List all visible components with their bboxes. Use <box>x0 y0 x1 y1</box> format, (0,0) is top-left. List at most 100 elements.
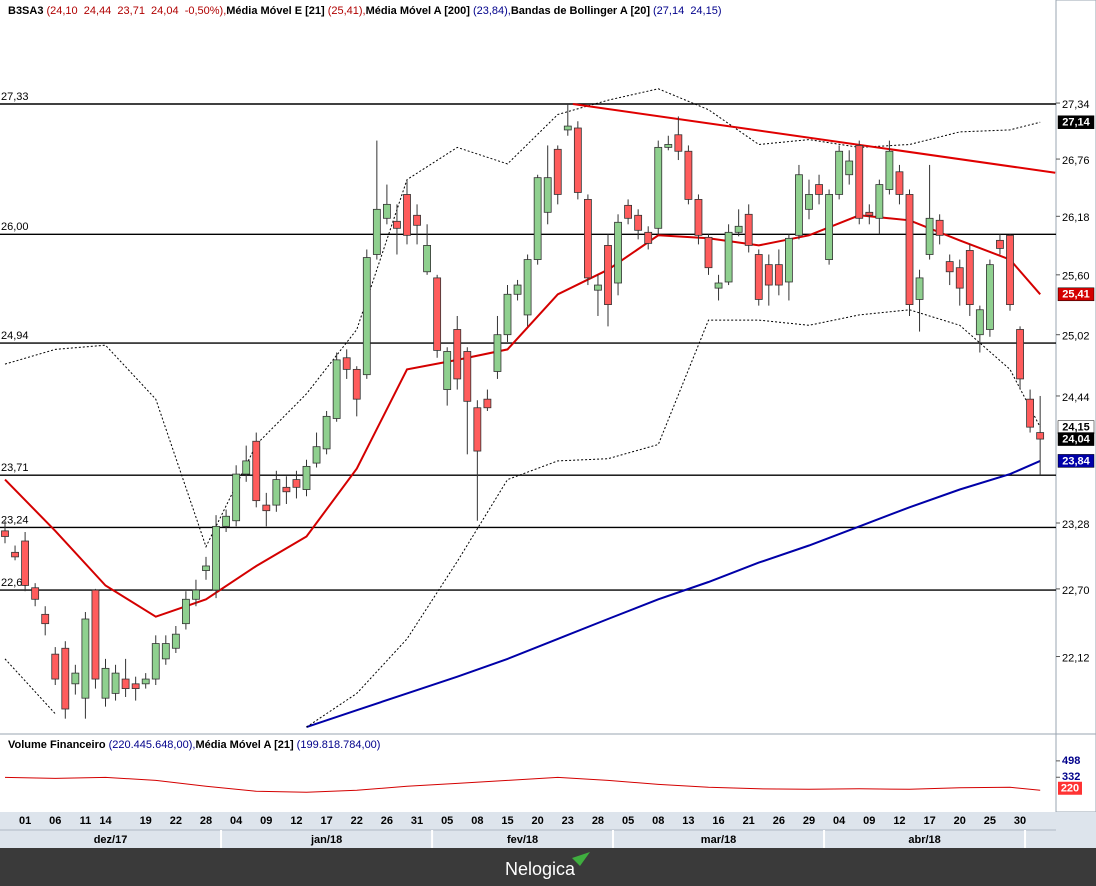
candle-body <box>785 237 793 283</box>
x-tick-label: 29 <box>803 815 815 827</box>
x-tick-label: 23 <box>562 815 574 827</box>
candle-body <box>453 329 462 380</box>
candle-body <box>11 551 19 558</box>
candle-body <box>413 214 421 226</box>
x-tick-label: 17 <box>923 815 935 827</box>
footer-bar <box>0 848 1096 886</box>
level-label: 27,33 <box>1 91 29 103</box>
candle-body <box>1 530 9 537</box>
candle-body <box>272 479 281 506</box>
price-axis-panel <box>1055 0 1096 813</box>
candle-body <box>503 293 512 336</box>
candle-body <box>121 678 130 690</box>
x-tick-label: 08 <box>652 815 664 827</box>
candle-body <box>774 264 783 286</box>
candle-body <box>513 284 522 295</box>
candle-body <box>965 250 974 305</box>
candle-body <box>242 460 251 475</box>
candle-body <box>382 203 391 219</box>
candle-body <box>1006 234 1014 305</box>
volume-header: Volume Financeiro (220.445.648,00),Média … <box>8 739 380 751</box>
y-tick-label: 27,34 <box>1062 99 1090 111</box>
x-tick-label: 25 <box>984 815 996 827</box>
candle-body <box>31 587 40 600</box>
candle-body <box>996 239 1004 249</box>
candle-body <box>302 465 311 490</box>
candle-body <box>433 277 442 351</box>
candle-body <box>393 220 401 229</box>
legend-value: (220.445.648,00), <box>109 739 196 751</box>
candle-body <box>654 146 663 229</box>
month-label: abr/18 <box>908 834 940 846</box>
candle-body <box>744 213 753 246</box>
candle-body <box>875 184 884 219</box>
candle-body <box>141 678 150 685</box>
legend-value: (25,41), <box>328 5 366 17</box>
candle-body <box>212 525 220 591</box>
y-tick-label: 22,70 <box>1062 585 1090 597</box>
candle-body <box>945 261 954 273</box>
level-label: 26,00 <box>1 221 29 233</box>
candle-body <box>684 150 693 200</box>
x-tick-label: 13 <box>682 815 694 827</box>
x-tick-label: 28 <box>200 815 212 827</box>
candle-body <box>352 368 361 400</box>
candle-body <box>594 284 602 291</box>
price-tag-label: 24,04 <box>1062 433 1090 445</box>
price-tag-label: 23,84 <box>1062 455 1090 467</box>
y-tick-label: 22,12 <box>1062 652 1090 664</box>
month-label: fev/18 <box>507 834 538 846</box>
candle-body <box>161 643 170 660</box>
price-tag-label: 25,41 <box>1062 289 1090 301</box>
candle-body <box>714 282 723 289</box>
legend-value: (199.818.784,00) <box>297 739 381 751</box>
background <box>0 0 1096 848</box>
x-tick-label: 19 <box>140 815 152 827</box>
x-tick-label: 16 <box>712 815 724 827</box>
x-tick-label: 05 <box>622 815 634 827</box>
bollinger-band <box>4 309 1041 728</box>
candle-body <box>262 504 271 512</box>
candle-body <box>362 257 371 376</box>
x-tick-label: 15 <box>501 815 513 827</box>
candle-body <box>935 219 944 236</box>
candle-body <box>644 231 653 244</box>
candle-body <box>694 198 703 236</box>
legend-value: (27,14 24,15) <box>653 5 722 17</box>
candle-body <box>192 589 200 600</box>
candle-body <box>51 653 60 680</box>
candle-body <box>332 359 341 419</box>
x-tick-label: 06 <box>49 815 61 827</box>
level-label: 23,71 <box>1 462 29 474</box>
candle-body <box>222 515 231 527</box>
candle-body <box>81 618 90 699</box>
candle-body <box>905 194 914 305</box>
x-tick-label: 22 <box>351 815 363 827</box>
price-tag <box>1057 454 1095 468</box>
x-tick-label: 20 <box>954 815 966 827</box>
candle-body <box>282 486 291 493</box>
x-tick-label: 04 <box>230 815 243 827</box>
x-tick-label: 22 <box>170 815 182 827</box>
candle-body <box>372 208 381 255</box>
price-tag <box>1057 115 1095 129</box>
candle-body <box>614 221 622 284</box>
candle-body <box>533 177 542 260</box>
x-tick-label: 11 <box>80 815 92 827</box>
volume-tag <box>1058 781 1082 795</box>
candle-body <box>41 613 50 625</box>
x-tick-label: 04 <box>833 815 846 827</box>
y-tick-label: 26,76 <box>1062 155 1090 167</box>
y-tick-label: 24,44 <box>1062 392 1090 404</box>
candle-body <box>101 667 110 699</box>
x-tick-label: 12 <box>290 815 302 827</box>
candle-body <box>493 334 502 372</box>
brand-name: Nelogica <box>505 859 576 879</box>
x-tick-label: 26 <box>381 815 393 827</box>
x-tick-label: 20 <box>532 815 544 827</box>
candle-body <box>764 264 773 286</box>
candle-body <box>573 127 582 193</box>
x-tick-label: 05 <box>441 815 453 827</box>
trend-line <box>572 103 1056 174</box>
